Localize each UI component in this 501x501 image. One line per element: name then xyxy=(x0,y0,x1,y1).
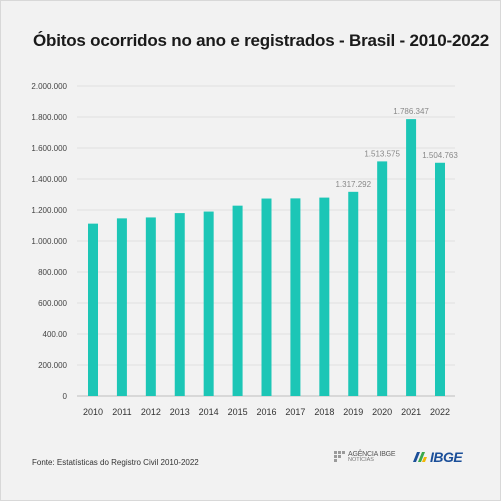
agencia-line2: NOTÍCIAS xyxy=(348,456,374,463)
ibge-mark-icon xyxy=(413,452,427,462)
y-tick-label: 200.000 xyxy=(38,361,67,370)
y-tick-label: 1.800.000 xyxy=(31,113,67,122)
x-tick-label-2022: 2022 xyxy=(430,407,450,417)
bar-2014 xyxy=(203,211,214,396)
data-label-2020: 1.513.575 xyxy=(364,149,400,158)
bar-2011 xyxy=(116,218,127,396)
y-tick-label: 600.000 xyxy=(38,299,67,308)
data-label-2021: 1.786.347 xyxy=(393,107,429,116)
x-tick-label-2014: 2014 xyxy=(199,407,219,417)
bar-2016 xyxy=(261,198,272,396)
data-label-2022: 1.504.763 xyxy=(422,151,458,160)
y-tick-label: 1.400.000 xyxy=(31,175,67,184)
ibge-wordmark: IBGE xyxy=(430,449,463,465)
x-tick-label-2017: 2017 xyxy=(285,407,305,417)
agencia-mark-icon xyxy=(334,451,345,462)
bar-2015 xyxy=(232,205,243,396)
y-tick-label: 800.000 xyxy=(38,268,67,277)
x-tick-label-2015: 2015 xyxy=(228,407,248,417)
x-tick-label-2013: 2013 xyxy=(170,407,190,417)
agencia-line1: AGÊNCIA IBGE xyxy=(348,450,396,458)
bar-2018 xyxy=(319,197,330,396)
y-axis-ticks: 0 200.000 400.00 600.000 800.000 1.000.000 1.2… xyxy=(31,82,67,401)
bar-2022 xyxy=(435,162,445,396)
y-tick-label: 2.000.000 xyxy=(31,82,67,91)
x-tick-label-2018: 2018 xyxy=(314,407,334,417)
bar-2020 xyxy=(377,161,388,396)
bar-2017 xyxy=(290,198,301,396)
data-label-2019: 1.317.292 xyxy=(335,180,371,189)
bar-2013 xyxy=(174,213,185,396)
bar-2012 xyxy=(145,217,156,396)
y-tick-label: 1.200.000 xyxy=(31,206,67,215)
x-tick-label-2020: 2020 xyxy=(372,407,392,417)
bar-2021 xyxy=(406,119,417,397)
x-axis-ticks: 2010 2011 2012 2013 2014 2015 2016 2017 2018 2019… xyxy=(83,407,450,417)
footer-logos: AGÊNCIA IBGE NOTÍCIAS IBGE xyxy=(334,449,468,471)
ibge-logo: IBGE xyxy=(412,449,463,465)
y-tick-label: 1.000.000 xyxy=(31,237,67,246)
y-tick-label: 1.600.000 xyxy=(31,144,67,153)
y-tick-label: 400.00 xyxy=(43,330,68,339)
x-tick-label-2021: 2021 xyxy=(401,407,421,417)
source-note: Fonte: Estatísticas do Registro Civil 20… xyxy=(32,458,199,467)
bar-2019 xyxy=(348,191,359,396)
bars xyxy=(88,119,445,397)
x-tick-label-2019: 2019 xyxy=(343,407,363,417)
agencia-ibge-logo: AGÊNCIA IBGE NOTÍCIAS xyxy=(334,450,396,464)
x-tick-label-2010: 2010 xyxy=(83,407,103,417)
data-labels: 1.317.292 1.513.575 1.786.347 1.504.763 xyxy=(335,107,458,189)
bar-2010 xyxy=(88,223,98,396)
x-tick-label-2016: 2016 xyxy=(256,407,276,417)
x-tick-label-2012: 2012 xyxy=(141,407,161,417)
x-tick-label-2011: 2011 xyxy=(112,407,131,417)
chart-title: Óbitos ocorridos no ano e registrados - … xyxy=(33,31,490,50)
y-tick-label: 0 xyxy=(63,392,68,401)
